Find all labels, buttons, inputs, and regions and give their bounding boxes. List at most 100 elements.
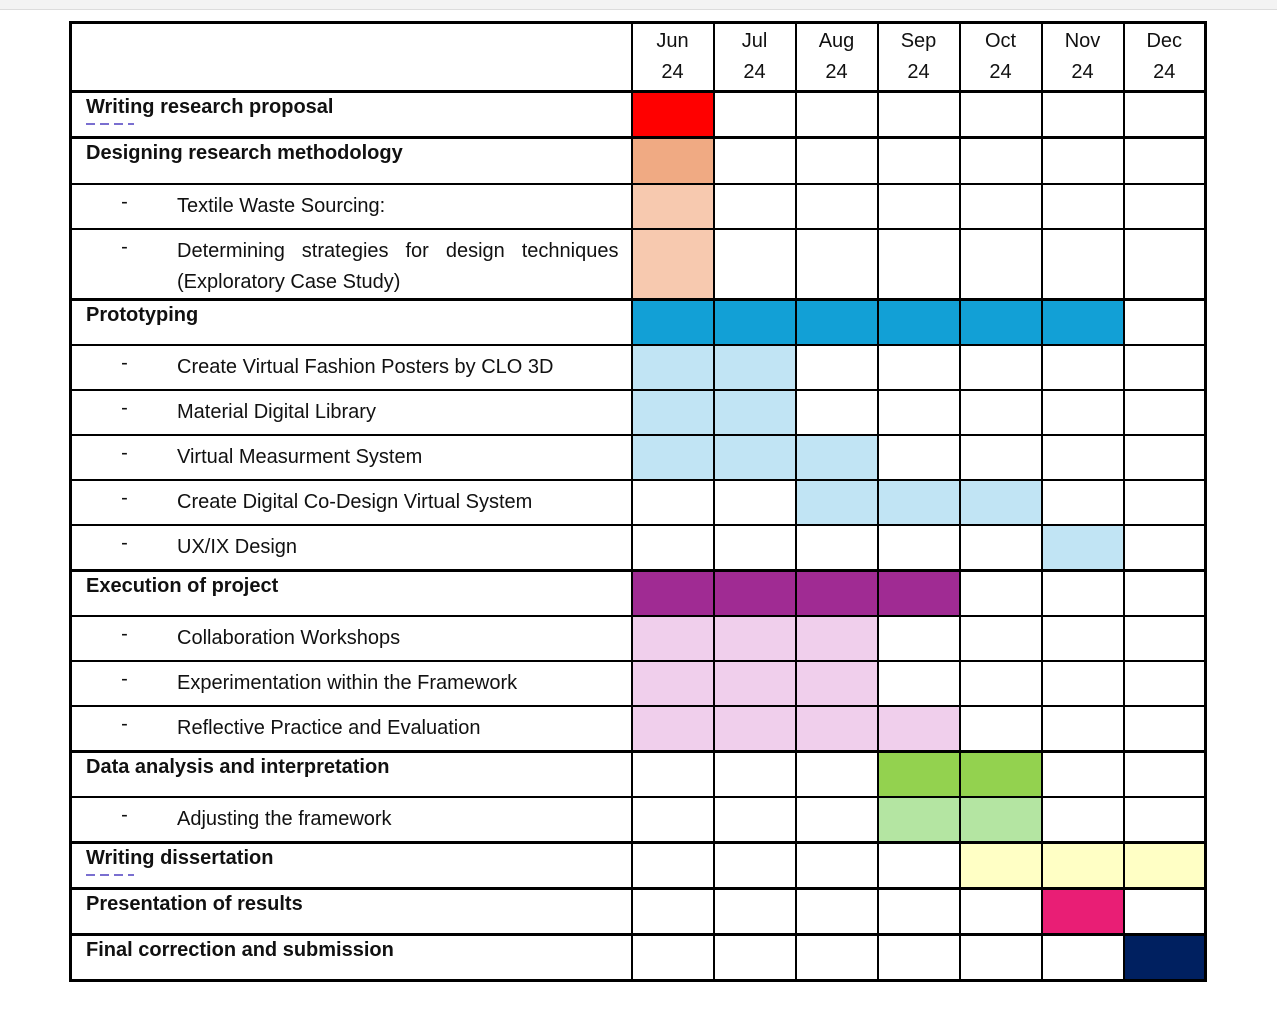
empty-cell [712, 136, 797, 185]
task-label-cell: - Experimentation within the Framework [69, 660, 633, 707]
subtask-label: Experimentation within the Framework [177, 672, 518, 694]
empty-cell [1122, 136, 1207, 185]
empty-cell [1122, 705, 1207, 752]
empty-cell [712, 524, 797, 571]
empty-cell [958, 615, 1043, 662]
empty-cell [794, 749, 879, 798]
month-year: 24 [661, 61, 684, 83]
task-label-cell: - Virtual Measurment System [69, 434, 633, 481]
task-label-cell: - UX/IX Design [69, 524, 633, 571]
task-label-cell: - Determining strategies for design techn… [69, 227, 633, 300]
task-label-cell: Execution of project [69, 568, 633, 617]
gantt-bar-cell [1040, 840, 1125, 889]
empty-cell [794, 796, 879, 843]
task-label: Execution of project [86, 574, 279, 597]
subtask-label: Create Digital Co-Design Virtual System [177, 491, 533, 513]
gantt-bar-cell [630, 227, 715, 300]
subtask-label: Create Virtual Fashion Posters by CLO 3D [177, 356, 554, 378]
gantt-bar-cell [630, 344, 715, 391]
empty-cell [1122, 749, 1207, 798]
empty-cell [1122, 227, 1207, 300]
gantt-bar-cell [876, 705, 961, 752]
task-label-cell: Writing dissertation [69, 840, 633, 889]
window-top-bar [0, 0, 1277, 10]
empty-cell [712, 749, 797, 798]
empty-cell [958, 90, 1043, 139]
bullet-dash: - [121, 352, 128, 374]
subtask-label: Material Digital Library [177, 401, 376, 423]
task-label: Prototyping [86, 303, 199, 326]
empty-cell [1122, 660, 1207, 707]
gantt-bar-cell [630, 297, 715, 346]
month-name: Sep [900, 30, 937, 52]
task-label: Writing research proposal [86, 96, 334, 125]
empty-cell [876, 524, 961, 571]
empty-cell [1040, 749, 1125, 798]
empty-cell [1122, 796, 1207, 843]
empty-cell [1040, 344, 1125, 391]
empty-cell [958, 136, 1043, 185]
subtask-label: UX/IX Design [177, 536, 298, 558]
gantt-bar-cell [876, 796, 961, 843]
gantt-bar-cell [794, 434, 879, 481]
task-row: Data analysis and interpretation [69, 749, 1207, 798]
empty-cell [876, 660, 961, 707]
empty-cell [794, 136, 879, 185]
task-row: Prototyping [69, 297, 1207, 346]
task-label-cell: Data analysis and interpretation [69, 749, 633, 798]
empty-cell [1040, 182, 1125, 230]
subtask-row: - Adjusting the framework [69, 796, 1207, 843]
empty-cell [958, 660, 1043, 707]
empty-cell [794, 932, 879, 981]
empty-cell [712, 182, 797, 230]
subtask-label: Determining strategies for design techni… [177, 239, 619, 293]
bullet-dash: - [121, 668, 128, 690]
month-name: Nov [1064, 30, 1101, 52]
bullet-dash: - [121, 713, 128, 735]
subtask-row: - UX/IX Design [69, 524, 1207, 571]
month-header-aug: Aug 24 [794, 21, 879, 93]
empty-cell [1040, 615, 1125, 662]
empty-cell [712, 479, 797, 526]
header-row: Jun 24 Jul 24 Aug 24 Sep 24 Oct 24 Nov 24 Dec 24 [69, 21, 1207, 93]
month-header-dec: Dec 24 [1122, 21, 1207, 93]
gantt-bar-cell [630, 705, 715, 752]
task-label: Data analysis and interpretation [86, 755, 390, 778]
empty-cell [1040, 227, 1125, 300]
bullet-dash: - [121, 442, 128, 464]
empty-cell [958, 932, 1043, 981]
empty-cell [876, 615, 961, 662]
gantt-bar-cell [630, 182, 715, 230]
empty-cell [876, 136, 961, 185]
empty-cell [630, 932, 715, 981]
empty-cell [876, 90, 961, 139]
empty-cell [712, 932, 797, 981]
subtask-row: - Reflective Practice and Evaluation [69, 705, 1207, 752]
gantt-bar-cell [1040, 297, 1125, 346]
task-label: Final correction and submission [86, 938, 394, 961]
empty-cell [876, 886, 961, 935]
task-label-cell: Prototyping [69, 297, 633, 346]
task-row: Writing research proposal [69, 90, 1207, 139]
gantt-bar-cell [630, 568, 715, 617]
gantt-bar-cell [958, 297, 1043, 346]
task-row: Designing research methodology [69, 136, 1207, 185]
empty-cell [958, 389, 1043, 436]
empty-cell [958, 434, 1043, 481]
empty-cell [1040, 568, 1125, 617]
empty-cell [1122, 524, 1207, 571]
empty-cell [630, 796, 715, 843]
empty-cell [1040, 479, 1125, 526]
empty-cell [712, 796, 797, 843]
task-label-cell: - Create Virtual Fashion Posters by CLO 3… [69, 344, 633, 391]
empty-cell [958, 227, 1043, 300]
gantt-bar-cell [876, 749, 961, 798]
gantt-bar-cell [1040, 886, 1125, 935]
gantt-bar-cell [630, 90, 715, 139]
task-label-cell: - Textile Waste Sourcing: [69, 182, 633, 230]
gantt-bar-cell [712, 297, 797, 346]
month-year: 24 [743, 61, 766, 83]
bullet-dash: - [121, 532, 128, 554]
gantt-bar-cell [876, 297, 961, 346]
empty-cell [958, 886, 1043, 935]
